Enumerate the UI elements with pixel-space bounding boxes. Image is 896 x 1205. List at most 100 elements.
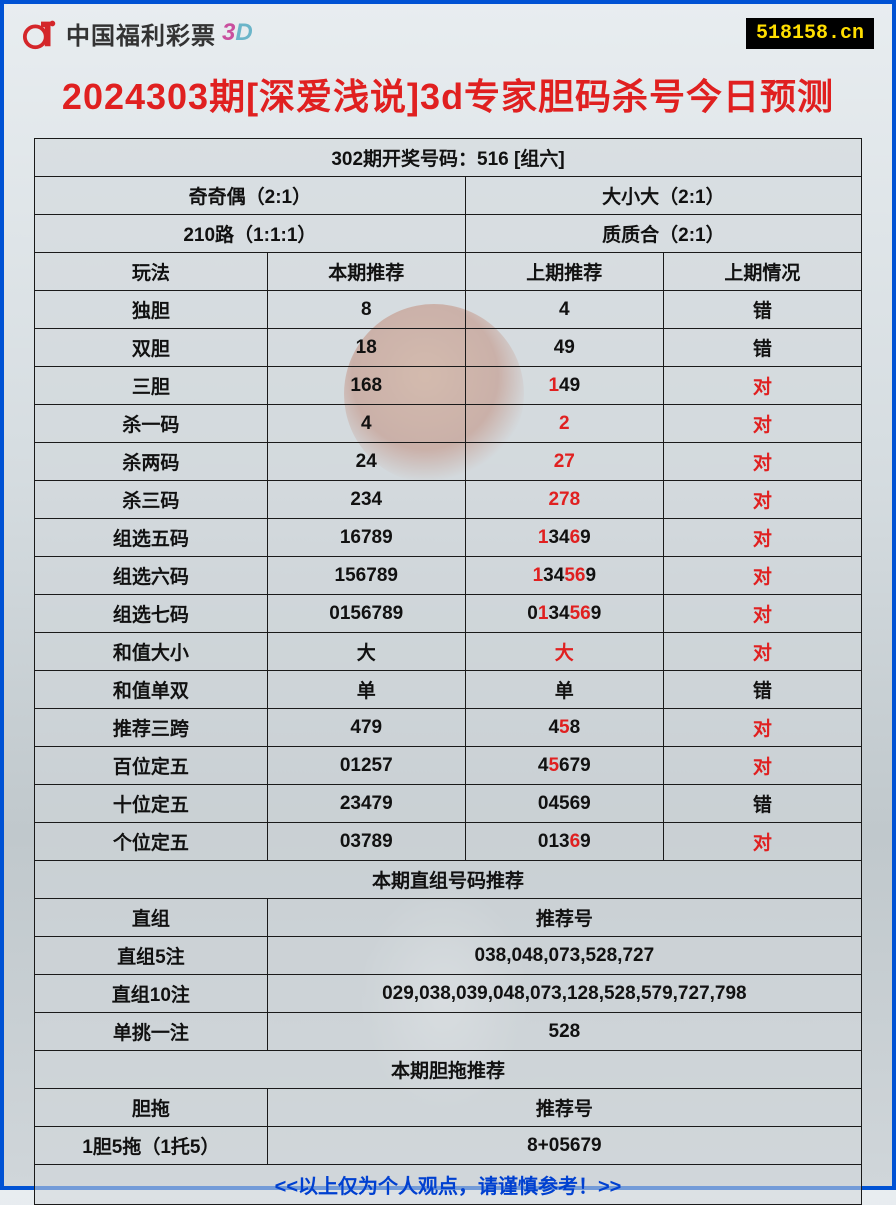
current-cell: 8 bbox=[267, 291, 465, 329]
result-cell: 对 bbox=[663, 823, 861, 861]
table-row: 直组10注029,038,039,048,073,128,528,579,727… bbox=[35, 975, 862, 1013]
prev-cell: 01369 bbox=[465, 823, 663, 861]
result-cell: 对 bbox=[663, 519, 861, 557]
prev-cell: 458 bbox=[465, 709, 663, 747]
current-cell: 4 bbox=[267, 405, 465, 443]
col-header-prev: 上期推荐 bbox=[465, 253, 663, 291]
combo-value-cell: 038,048,073,528,727 bbox=[267, 937, 861, 975]
table-row: 独胆84错 bbox=[35, 291, 862, 329]
result-cell: 对 bbox=[663, 367, 861, 405]
prev-cell: 0134569 bbox=[465, 595, 663, 633]
table-row: 杀一码42对 bbox=[35, 405, 862, 443]
prev-cell: 单 bbox=[465, 671, 663, 709]
table-row: 杀两码2427对 bbox=[35, 443, 862, 481]
table-row: 和值大小大大对 bbox=[35, 633, 862, 671]
play-cell: 十位定五 bbox=[35, 785, 268, 823]
play-cell: 杀三码 bbox=[35, 481, 268, 519]
play-cell: 个位定五 bbox=[35, 823, 268, 861]
play-cell: 组选七码 bbox=[35, 595, 268, 633]
table-row: 推荐三跨479458对 bbox=[35, 709, 862, 747]
current-cell: 01257 bbox=[267, 747, 465, 785]
current-cell: 16789 bbox=[267, 519, 465, 557]
play-cell: 杀两码 bbox=[35, 443, 268, 481]
current-cell: 03789 bbox=[267, 823, 465, 861]
result-cell: 对 bbox=[663, 709, 861, 747]
play-cell: 推荐三跨 bbox=[35, 709, 268, 747]
prev-cell: 149 bbox=[465, 367, 663, 405]
prev-cell: 45679 bbox=[465, 747, 663, 785]
result-cell: 对 bbox=[663, 481, 861, 519]
section3-header: 本期胆拖推荐 bbox=[35, 1051, 862, 1089]
current-cell: 单 bbox=[267, 671, 465, 709]
page-title: 2024303期[深爱浅说]3d专家胆码杀号今日预测 bbox=[4, 56, 892, 138]
prev-cell: 4 bbox=[465, 291, 663, 329]
section2-col1: 直组 bbox=[35, 899, 268, 937]
prediction-table: 302期开奖号码：516 [组六] 奇奇偶（2:1） 大小大（2:1） 210路… bbox=[34, 138, 862, 1205]
combo-label-cell: 直组5注 bbox=[35, 937, 268, 975]
play-cell: 三胆 bbox=[35, 367, 268, 405]
table-row: 1胆5拖（1托5）8+05679 bbox=[35, 1127, 862, 1165]
combo-label-cell: 直组10注 bbox=[35, 975, 268, 1013]
prev-cell: 04569 bbox=[465, 785, 663, 823]
table-row: 杀三码234278对 bbox=[35, 481, 862, 519]
prev-cell: 2 bbox=[465, 405, 663, 443]
combo-value-cell: 528 bbox=[267, 1013, 861, 1051]
header-bar: 中国福利彩票 3D 518158.cn bbox=[4, 4, 892, 56]
pattern-cell: 质质合（2:1） bbox=[465, 215, 861, 253]
table-row: 和值单双单单错 bbox=[35, 671, 862, 709]
section3-col2: 推荐号 bbox=[267, 1089, 861, 1127]
current-cell: 168 bbox=[267, 367, 465, 405]
play-cell: 组选五码 bbox=[35, 519, 268, 557]
prev-cell: 134569 bbox=[465, 557, 663, 595]
logo-3d-d: D bbox=[235, 19, 252, 46]
current-cell: 0156789 bbox=[267, 595, 465, 633]
table-row: 直组5注038,048,073,528,727 bbox=[35, 937, 862, 975]
table-row: 组选六码156789134569对 bbox=[35, 557, 862, 595]
result-cell: 错 bbox=[663, 291, 861, 329]
table-row: 双胆1849错 bbox=[35, 329, 862, 367]
combo-label-cell: 单挑一注 bbox=[35, 1013, 268, 1051]
current-cell: 大 bbox=[267, 633, 465, 671]
current-cell: 18 bbox=[267, 329, 465, 367]
draw-header: 302期开奖号码：516 [组六] bbox=[35, 139, 862, 177]
table-row: 组选七码01567890134569对 bbox=[35, 595, 862, 633]
table-row: 单挑一注528 bbox=[35, 1013, 862, 1051]
prev-cell: 大 bbox=[465, 633, 663, 671]
play-cell: 杀一码 bbox=[35, 405, 268, 443]
result-cell: 对 bbox=[663, 633, 861, 671]
dantuo-label-cell: 1胆5拖（1托5） bbox=[35, 1127, 268, 1165]
pattern-cell: 210路（1:1:1） bbox=[35, 215, 466, 253]
prev-cell: 278 bbox=[465, 481, 663, 519]
play-cell: 和值单双 bbox=[35, 671, 268, 709]
site-badge: 518158.cn bbox=[746, 18, 874, 49]
current-cell: 234 bbox=[267, 481, 465, 519]
table-row: 三胆168149对 bbox=[35, 367, 862, 405]
col-header-result: 上期情况 bbox=[663, 253, 861, 291]
current-cell: 156789 bbox=[267, 557, 465, 595]
result-cell: 错 bbox=[663, 785, 861, 823]
col-header-play: 玩法 bbox=[35, 253, 268, 291]
table-row: 个位定五0378901369对 bbox=[35, 823, 862, 861]
table-row: 组选五码1678913469对 bbox=[35, 519, 862, 557]
lottery-logo-icon bbox=[22, 14, 60, 52]
current-cell: 479 bbox=[267, 709, 465, 747]
result-cell: 对 bbox=[663, 405, 861, 443]
play-cell: 组选六码 bbox=[35, 557, 268, 595]
play-cell: 和值大小 bbox=[35, 633, 268, 671]
prev-cell: 49 bbox=[465, 329, 663, 367]
section2-col2: 推荐号 bbox=[267, 899, 861, 937]
footer-note: <<以上仅为个人观点，请谨慎参考！>> bbox=[35, 1165, 862, 1205]
pattern-cell: 奇奇偶（2:1） bbox=[35, 177, 466, 215]
dantuo-value-cell: 8+05679 bbox=[267, 1127, 861, 1165]
play-cell: 百位定五 bbox=[35, 747, 268, 785]
logo-3d-three: 3 bbox=[222, 19, 235, 46]
result-cell: 对 bbox=[663, 747, 861, 785]
current-cell: 23479 bbox=[267, 785, 465, 823]
combo-value-cell: 029,038,039,048,073,128,528,579,727,798 bbox=[267, 975, 861, 1013]
logo-text: 中国福利彩票 bbox=[66, 16, 216, 51]
table-row: 十位定五2347904569错 bbox=[35, 785, 862, 823]
section3-col1: 胆拖 bbox=[35, 1089, 268, 1127]
current-cell: 24 bbox=[267, 443, 465, 481]
pattern-cell: 大小大（2:1） bbox=[465, 177, 861, 215]
table-container: 302期开奖号码：516 [组六] 奇奇偶（2:1） 大小大（2:1） 210路… bbox=[4, 138, 892, 1205]
